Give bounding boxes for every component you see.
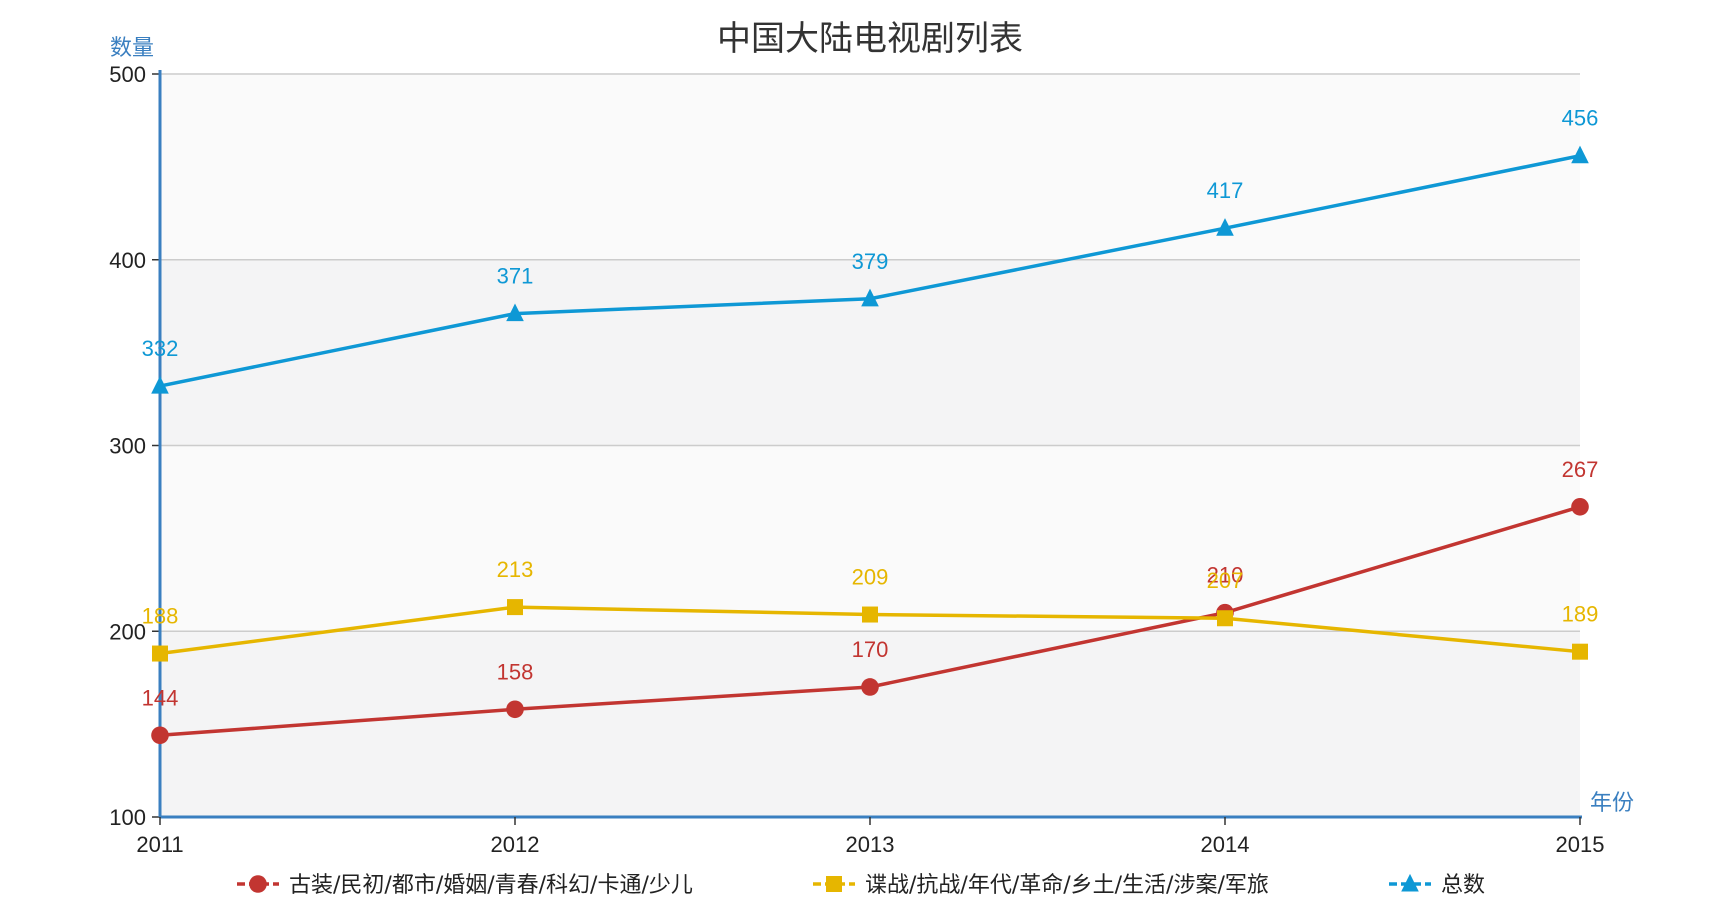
- data-label: 332: [142, 336, 179, 361]
- x-axis-title: 年份: [1590, 791, 1634, 816]
- data-point: [861, 678, 879, 696]
- y-axis-title: 数量: [110, 36, 154, 61]
- data-label: 267: [1562, 457, 1599, 482]
- data-label: 209: [852, 565, 889, 590]
- data-point: [862, 606, 878, 623]
- legend-marker: [249, 875, 267, 893]
- data-label: 371: [497, 264, 534, 289]
- y-tick-label: 500: [109, 62, 146, 87]
- legend-label: 古装/民初/都市/婚姻/青春/科幻/卡通/少儿: [289, 873, 693, 898]
- data-label: 189: [1562, 602, 1599, 627]
- legend: 古装/民初/都市/婚姻/青春/科幻/卡通/少儿 谍战/抗战/年代/革命/乡土/生活…: [237, 873, 1485, 898]
- grid-band: [160, 74, 1580, 260]
- data-label: 158: [497, 659, 534, 684]
- legend-marker: [826, 876, 842, 892]
- data-point: [506, 303, 524, 322]
- series-layer: [151, 145, 1589, 745]
- data-label: 210: [1207, 563, 1244, 588]
- data-point: [861, 288, 879, 307]
- tick-labels: 100 200 300 400 500 2011 2012 2013 2014 2015: [109, 62, 1604, 857]
- x-tick-label: 2012: [491, 832, 540, 857]
- data-point: [1217, 610, 1233, 627]
- legend-item[interactable]: 谍战/抗战/年代/革命/乡土/生活/涉案/军旅: [813, 873, 1269, 898]
- x-tick-label: 2014: [1201, 832, 1250, 857]
- data-point: [152, 645, 168, 662]
- data-point: [507, 599, 523, 616]
- legend-item[interactable]: 总数: [1389, 873, 1485, 898]
- data-label: 144: [142, 685, 179, 710]
- legend-label: 总数: [1441, 873, 1485, 898]
- legend-item[interactable]: 古装/民初/都市/婚姻/青春/科幻/卡通/少儿: [237, 873, 693, 898]
- data-label: 188: [142, 604, 179, 629]
- data-point: [1216, 218, 1234, 236]
- legend-label: 谍战/抗战/年代/革命/乡土/生活/涉案/军旅: [865, 873, 1269, 898]
- x-tick-label: 2015: [1556, 832, 1605, 857]
- data-label: 417: [1207, 178, 1244, 203]
- y-tick-label: 400: [109, 248, 146, 273]
- data-labels: 144 158 170 210 267 188 213 209 207 189 332 371 379 4…: [142, 106, 1599, 711]
- data-label: 170: [852, 637, 889, 662]
- grid-band: [160, 259, 1580, 446]
- data-point: [506, 700, 524, 719]
- data-label: 207: [1207, 568, 1244, 593]
- chart-title: 中国大陆电视剧列表: [717, 19, 1023, 59]
- x-tick-label: 2011: [136, 832, 183, 857]
- grid-bands: [160, 74, 1580, 817]
- grid-band: [160, 445, 1580, 632]
- legend-marker: [1401, 873, 1419, 892]
- grid-band: [160, 631, 1580, 817]
- x-tick-label: 2013: [846, 832, 895, 857]
- data-point: [151, 726, 169, 745]
- data-label: 456: [1562, 106, 1599, 131]
- data-point: [1571, 145, 1589, 164]
- y-tick-label: 300: [109, 434, 146, 459]
- data-label: 213: [497, 557, 534, 582]
- data-label: 379: [852, 249, 889, 274]
- y-tick-label: 100: [109, 805, 146, 830]
- y-tick-label: 200: [109, 619, 146, 644]
- data-point: [151, 375, 169, 394]
- data-point: [1572, 643, 1588, 660]
- axes: [152, 70, 1582, 825]
- data-point: [1571, 497, 1589, 516]
